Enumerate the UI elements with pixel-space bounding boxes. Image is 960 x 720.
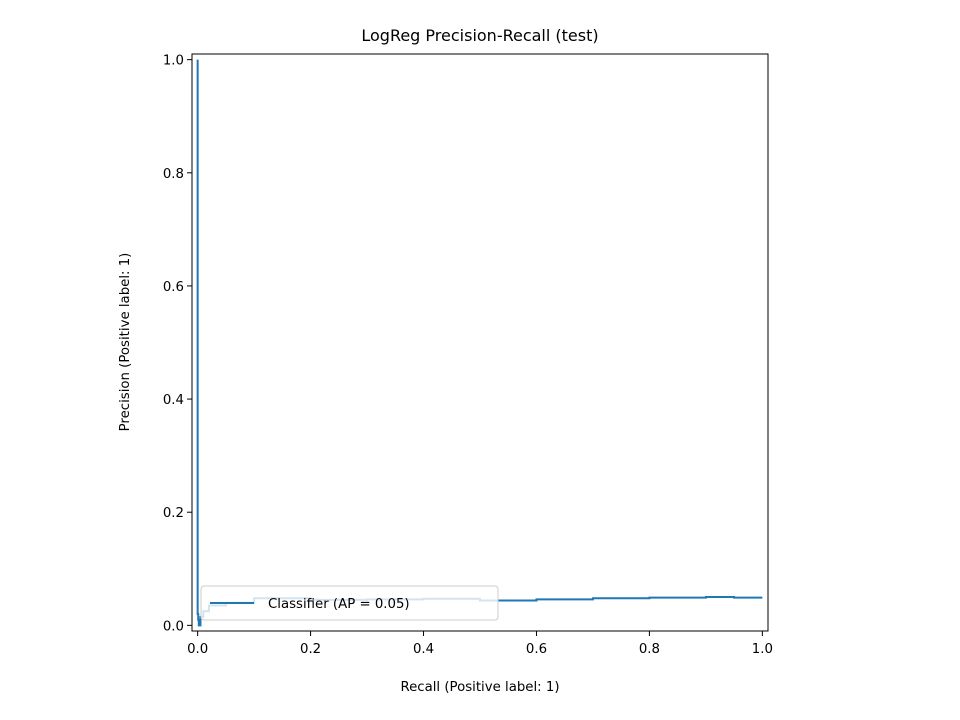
y-tick-label: 0.8	[163, 167, 184, 182]
legend: Classifier (AP = 0.05)	[200, 585, 499, 621]
x-tick-label: 0.8	[639, 642, 660, 657]
axis-ticks: 0.0 0.2 0.4 0.6 0.8 1.0 0.0 0.2 0.4 0.6 0.8 1.0	[163, 54, 773, 657]
x-tick-label: 0.0	[187, 642, 208, 657]
y-tick-label: 0.2	[163, 506, 184, 521]
chart-title: LogReg Precision-Recall (test)	[361, 26, 598, 45]
legend-box	[200, 585, 499, 621]
x-tick-label: 0.6	[526, 642, 547, 657]
y-tick-label: 0.0	[163, 619, 184, 634]
axes-frame	[191, 53, 769, 632]
x-tick-label: 1.0	[752, 642, 773, 657]
legend-label-classifier: Classifier (AP = 0.05)	[268, 597, 410, 612]
y-tick-label: 0.6	[163, 280, 184, 295]
x-tick-label: 0.2	[300, 642, 321, 657]
y-axis-label: Precision (Positive label: 1)	[118, 253, 133, 432]
y-tick-label: 0.4	[163, 393, 184, 408]
x-tick-label: 0.4	[413, 642, 434, 657]
x-axis-label: Recall (Positive label: 1)	[400, 680, 559, 695]
y-tick-label: 1.0	[163, 54, 184, 69]
